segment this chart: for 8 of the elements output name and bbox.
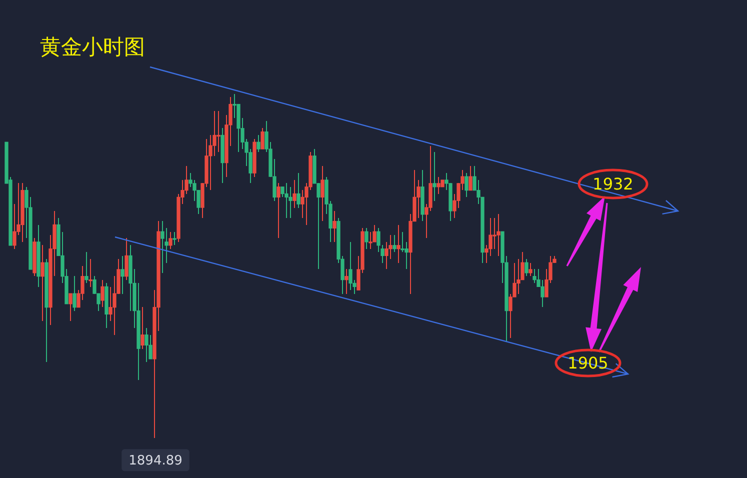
text: 1894.89 xyxy=(128,453,182,468)
candlestick xyxy=(432,152,436,201)
candlestick xyxy=(216,111,220,152)
candlestick xyxy=(400,232,404,252)
candlestick xyxy=(496,214,500,256)
candlestick xyxy=(88,259,92,287)
text: 1932 xyxy=(592,174,634,194)
chart-title: 黄金小时图 xyxy=(40,34,145,61)
